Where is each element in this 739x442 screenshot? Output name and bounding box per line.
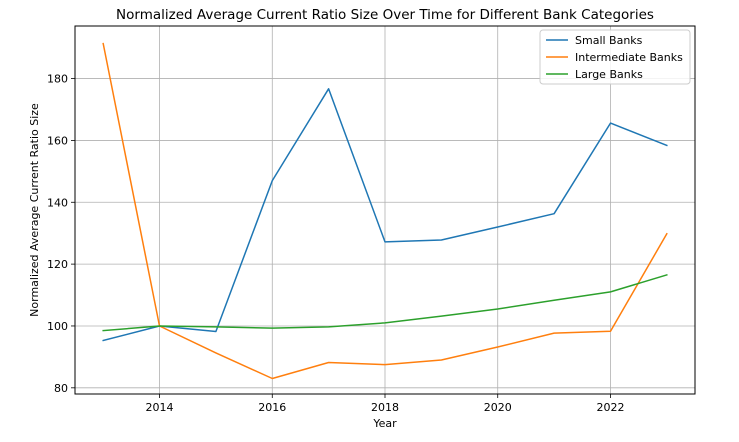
x-axis: 2014 2016 2018 2020 2022 <box>146 394 624 414</box>
y-tick-label: 100 <box>47 320 68 333</box>
legend: Small Banks Intermediate Banks Large Banks <box>539 29 691 85</box>
series-line-1 <box>102 42 668 380</box>
x-tick-label: 2018 <box>371 401 399 414</box>
chart-title: Normalized Average Current Ratio Size Ov… <box>116 7 654 23</box>
y-tick-label: 160 <box>47 134 68 147</box>
legend-label: Intermediate Banks <box>575 51 683 64</box>
legend-label: Large Banks <box>575 68 643 81</box>
legend-box <box>539 29 691 85</box>
x-axis-label: Year <box>372 417 397 430</box>
y-tick-label: 80 <box>54 382 68 395</box>
x-tick-label: 2016 <box>258 401 286 414</box>
x-tick-label: 2014 <box>146 401 174 414</box>
y-axis: 80 100 120 140 160 180 <box>47 73 75 395</box>
y-tick-label: 180 <box>47 73 68 86</box>
y-tick-label: 120 <box>47 258 68 271</box>
x-tick-label: 2022 <box>596 401 624 414</box>
series-line-2 <box>102 273 668 332</box>
legend-label: Small Banks <box>575 34 643 47</box>
series-line-0 <box>102 88 668 342</box>
x-tick-label: 2020 <box>484 401 512 414</box>
y-axis-label: Normalized Average Current Ratio Size <box>28 103 41 317</box>
y-tick-label: 140 <box>47 196 68 209</box>
series-layer <box>102 42 668 380</box>
